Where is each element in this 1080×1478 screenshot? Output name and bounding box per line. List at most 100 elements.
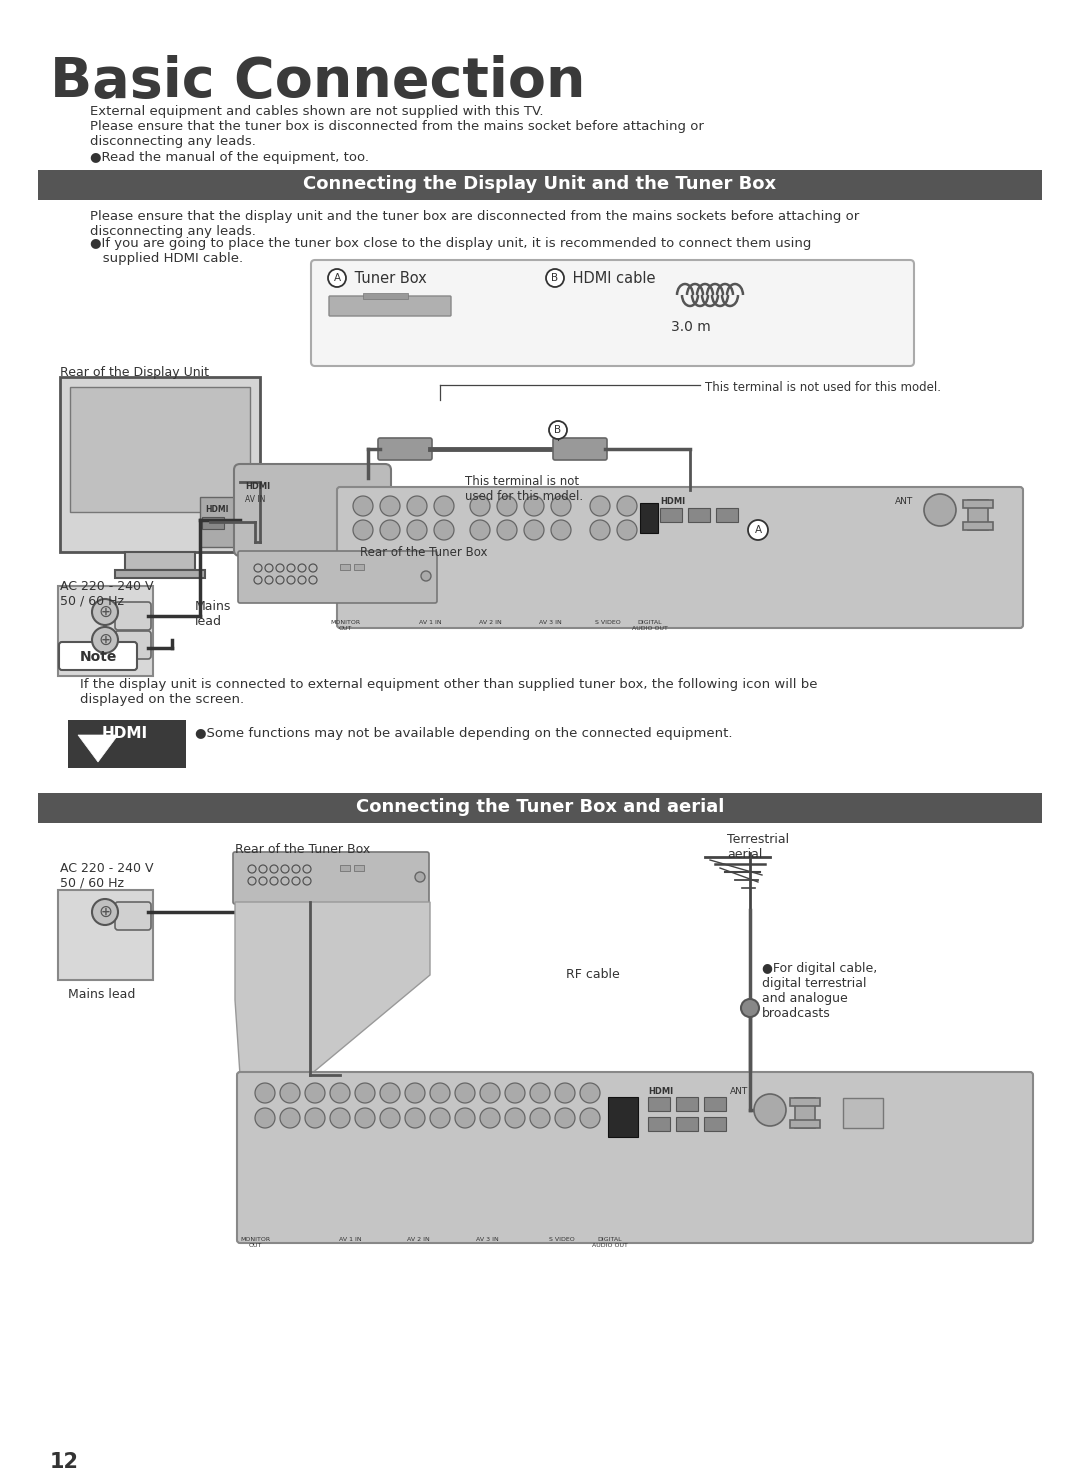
Circle shape — [380, 1083, 400, 1103]
Text: ⊕: ⊕ — [98, 603, 112, 621]
Circle shape — [421, 571, 431, 581]
Text: Rear of the Tuner Box: Rear of the Tuner Box — [360, 545, 487, 559]
Circle shape — [505, 1083, 525, 1103]
FancyBboxPatch shape — [329, 296, 451, 316]
Text: A: A — [334, 273, 340, 282]
Text: If the display unit is connected to external equipment other than supplied tuner: If the display unit is connected to exte… — [80, 678, 818, 706]
FancyBboxPatch shape — [378, 437, 432, 460]
Circle shape — [754, 1094, 786, 1126]
Circle shape — [407, 520, 427, 539]
FancyBboxPatch shape — [704, 1117, 726, 1131]
Text: RF cable: RF cable — [566, 968, 620, 981]
FancyBboxPatch shape — [340, 565, 350, 571]
FancyBboxPatch shape — [200, 497, 255, 547]
Circle shape — [430, 1083, 450, 1103]
Circle shape — [92, 899, 118, 925]
Circle shape — [530, 1083, 550, 1103]
Text: Please ensure that the tuner box is disconnected from the mains socket before at: Please ensure that the tuner box is disc… — [90, 120, 704, 148]
Circle shape — [380, 520, 400, 539]
FancyBboxPatch shape — [233, 851, 429, 905]
Circle shape — [580, 1083, 600, 1103]
Text: This terminal is not
used for this model.: This terminal is not used for this model… — [465, 474, 583, 503]
Circle shape — [434, 520, 454, 539]
FancyBboxPatch shape — [337, 486, 1023, 628]
FancyBboxPatch shape — [648, 1117, 670, 1131]
FancyBboxPatch shape — [311, 260, 914, 367]
Circle shape — [280, 1083, 300, 1103]
FancyBboxPatch shape — [963, 522, 993, 531]
Text: Connecting the Display Unit and the Tuner Box: Connecting the Display Unit and the Tune… — [303, 174, 777, 194]
Circle shape — [555, 1108, 575, 1128]
Circle shape — [355, 1108, 375, 1128]
FancyBboxPatch shape — [114, 602, 151, 630]
Text: Note: Note — [79, 650, 117, 664]
Text: Connecting the Tuner Box and aerial: Connecting the Tuner Box and aerial — [355, 798, 725, 816]
FancyBboxPatch shape — [688, 508, 710, 522]
Circle shape — [617, 497, 637, 516]
FancyBboxPatch shape — [363, 293, 408, 299]
Circle shape — [328, 269, 346, 287]
FancyBboxPatch shape — [676, 1117, 698, 1131]
FancyBboxPatch shape — [553, 437, 607, 460]
FancyBboxPatch shape — [38, 794, 1042, 823]
Text: HDMI: HDMI — [245, 482, 270, 491]
Text: Rear of the Display Unit: Rear of the Display Unit — [60, 367, 210, 378]
Circle shape — [924, 494, 956, 526]
Text: AV IN: AV IN — [245, 495, 266, 504]
Text: MONITOR
OUT: MONITOR OUT — [329, 619, 360, 631]
Polygon shape — [78, 735, 118, 763]
Circle shape — [555, 1083, 575, 1103]
Circle shape — [415, 872, 426, 882]
Circle shape — [549, 421, 567, 439]
Circle shape — [255, 1108, 275, 1128]
FancyBboxPatch shape — [234, 464, 391, 556]
Circle shape — [497, 520, 517, 539]
FancyBboxPatch shape — [716, 508, 738, 522]
Text: Mains lead: Mains lead — [68, 987, 135, 1001]
Text: AV 2 IN: AV 2 IN — [478, 619, 501, 625]
FancyBboxPatch shape — [843, 1098, 883, 1128]
FancyBboxPatch shape — [338, 508, 366, 522]
Circle shape — [405, 1108, 426, 1128]
Circle shape — [434, 497, 454, 516]
FancyBboxPatch shape — [125, 551, 195, 571]
FancyBboxPatch shape — [114, 631, 151, 659]
Circle shape — [280, 1108, 300, 1128]
Text: AV 2 IN: AV 2 IN — [407, 1237, 430, 1242]
FancyBboxPatch shape — [58, 585, 153, 675]
Text: AV 1 IN: AV 1 IN — [419, 619, 442, 625]
FancyBboxPatch shape — [963, 500, 993, 508]
Text: B: B — [554, 426, 562, 435]
FancyBboxPatch shape — [114, 902, 151, 930]
Circle shape — [524, 520, 544, 539]
Text: HDMI: HDMI — [660, 497, 685, 505]
Text: ●Read the manual of the equipment, too.: ●Read the manual of the equipment, too. — [90, 151, 369, 164]
FancyBboxPatch shape — [238, 551, 437, 603]
Text: ●Some functions may not be available depending on the connected equipment.: ●Some functions may not be available dep… — [195, 727, 732, 739]
Circle shape — [455, 1083, 475, 1103]
FancyBboxPatch shape — [968, 500, 988, 531]
Circle shape — [92, 627, 118, 653]
FancyBboxPatch shape — [795, 1098, 815, 1128]
Text: Tuner Box: Tuner Box — [350, 270, 427, 287]
Text: ANT: ANT — [895, 497, 914, 505]
FancyBboxPatch shape — [354, 565, 364, 571]
Circle shape — [407, 497, 427, 516]
FancyBboxPatch shape — [70, 387, 249, 511]
Text: Rear of the Tuner Box: Rear of the Tuner Box — [235, 842, 370, 856]
Circle shape — [530, 1108, 550, 1128]
Circle shape — [330, 1108, 350, 1128]
Circle shape — [455, 1108, 475, 1128]
FancyBboxPatch shape — [60, 377, 260, 551]
Circle shape — [524, 497, 544, 516]
Text: Please ensure that the display unit and the tuner box are disconnected from the : Please ensure that the display unit and … — [90, 210, 860, 238]
FancyBboxPatch shape — [68, 720, 186, 769]
Text: !: ! — [96, 740, 100, 749]
Text: ⊕: ⊕ — [98, 631, 112, 649]
Circle shape — [353, 520, 373, 539]
Circle shape — [353, 497, 373, 516]
Text: AC 220 - 240 V
50 / 60 Hz: AC 220 - 240 V 50 / 60 Hz — [60, 862, 153, 890]
Text: MONITOR
OUT: MONITOR OUT — [240, 1237, 270, 1247]
FancyBboxPatch shape — [340, 865, 350, 871]
Circle shape — [255, 1083, 275, 1103]
